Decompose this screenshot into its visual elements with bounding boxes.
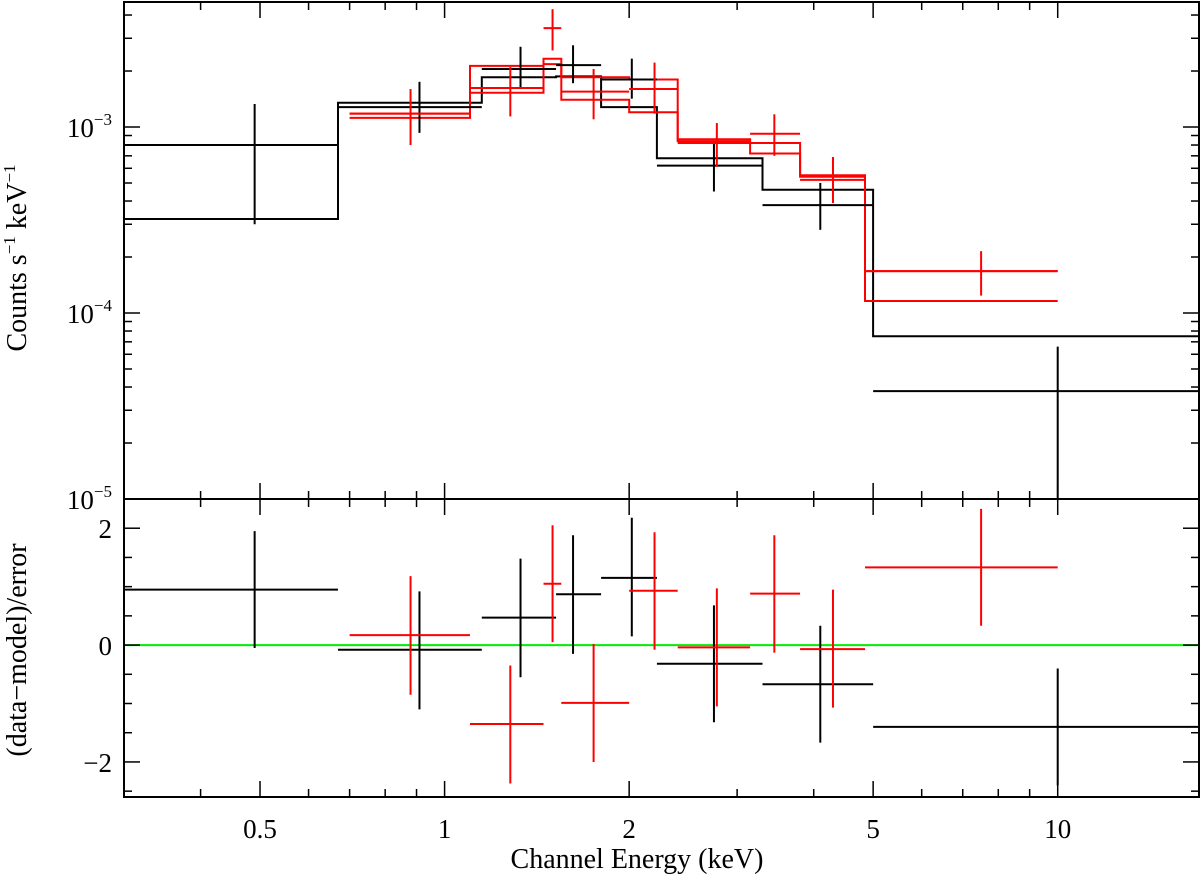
spectrum-point-1-4 [629,62,678,114]
x-tick-label: 5 [866,814,880,844]
spectrum-point-0-4 [601,58,657,99]
spectrum-point-1-7 [800,156,866,204]
spectrum-point-0-2 [481,46,557,90]
spectrum-point-0-5 [656,142,763,192]
residual-point-1-0 [349,576,470,695]
residual-point-1-1 [469,665,544,784]
spectrum-point-0-7 [873,346,1199,499]
spectrum-frame [123,1,1200,500]
residual-point-0-0 [124,531,338,648]
residual-point-1-3 [561,643,630,762]
residual-point-1-2 [543,525,562,643]
residual-point-1-5 [677,588,751,707]
spectrum-point-1-0 [349,89,470,146]
residual-point-1-6 [750,535,801,653]
residual-data-layer [124,508,1199,786]
model-step-line-2 [349,63,1058,273]
residual-tick-marks [123,498,1199,797]
x-axis-label: Channel Energy (keV) [511,844,764,875]
spectrum-panel: 10−3 10−4 10−5 Counts s−1 keV−1 [0,2,1199,515]
spectrum-y-tick-labels: 10−3 10−4 10−5 [67,110,113,515]
residual-point-0-5 [656,605,763,723]
residual-point-0-7 [873,668,1199,786]
residual-point-0-3 [556,535,602,654]
residual-point-0-2 [481,558,557,678]
x-tick-label: 2 [622,814,636,844]
residual-point-1-4 [629,532,678,650]
y-tick-label: 10−5 [67,482,112,515]
spectrum-point-1-8 [865,251,1058,296]
spectrum-tick-marks [123,2,1199,500]
plot-frames [123,1,1200,798]
residual-point-1-8 [865,508,1058,626]
spectrum-point-0-0 [124,103,338,225]
residual-point-0-6 [762,625,874,743]
y-tick-label: 10−4 [67,296,113,329]
residual-y-tick-labels: 2 0 −2 [83,514,112,778]
residual-point-1-7 [800,589,866,708]
spectrum-point-1-2 [543,9,562,51]
spectrum-point-1-1 [469,67,544,117]
x-tick-label: 0.5 [243,814,277,844]
model-step-line-0 [124,75,1199,338]
residual-y-axis-label: (data−model)/error [2,543,33,757]
spectrum-point-1-6 [750,114,801,156]
spectrum-data-layer [124,9,1199,499]
spectrum-y-axis-label: Counts s−1 keV−1 [0,164,33,351]
x-tick-label: 10 [1044,814,1071,844]
y-tick-label: 10−3 [67,110,112,143]
spectrum-point-0-6 [762,182,874,230]
x-tick-label: 1 [438,814,452,844]
residual-frame [123,498,1200,798]
spectrum-point-1-5 [677,123,751,167]
spectrum-point-0-3 [556,45,602,84]
y-tick-label: 2 [99,514,113,544]
x-tick-labels: 0.5 1 2 5 10 [243,814,1071,844]
spectrum-point-1-3 [561,69,630,120]
residual-point-0-4 [601,517,657,637]
residual-panel: 2 0 −2 0.5 1 2 5 10 (data−model)/error Channel… [2,498,1199,875]
model-step-line-1 [349,57,1058,302]
y-tick-label: 0 [99,631,113,661]
y-tick-label: −2 [83,748,112,778]
